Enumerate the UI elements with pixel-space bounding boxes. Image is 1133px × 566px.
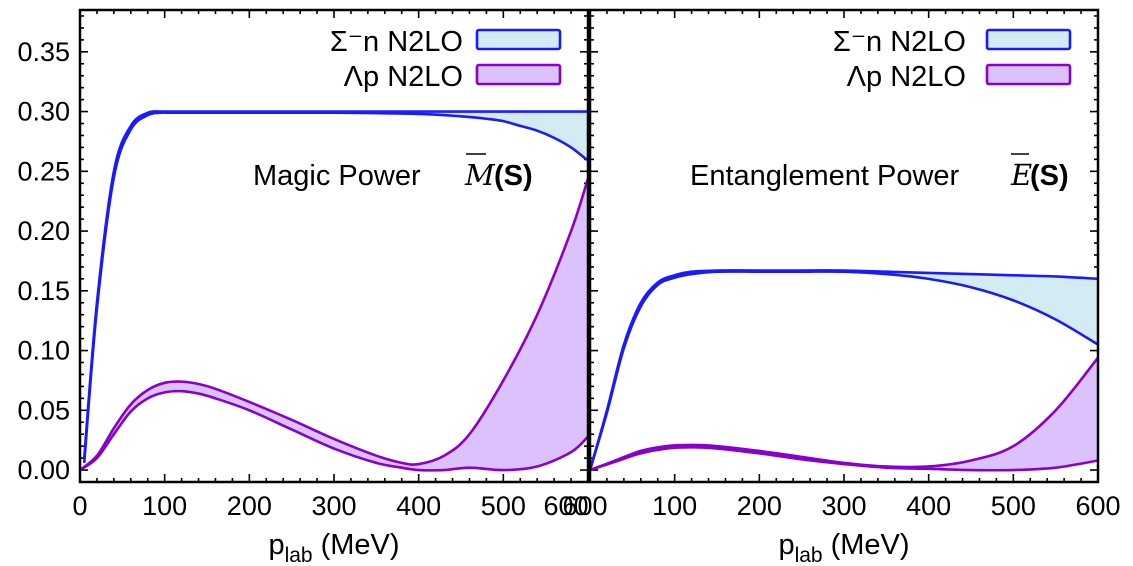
legend-label-sigma: Σ⁻n N2LO bbox=[833, 26, 966, 58]
title-symbol: E bbox=[1010, 158, 1032, 192]
band-lower-line-sigma bbox=[590, 270, 1098, 471]
band-upper-line-lambda bbox=[80, 178, 588, 472]
legend: Σ⁻n N2LO Λp N2LO bbox=[833, 26, 1072, 93]
band-fill-lambda bbox=[590, 357, 1098, 471]
band-lower-line-sigma bbox=[82, 111, 588, 463]
x-tick-label: 500 bbox=[991, 491, 1036, 521]
legend-swatch-sigma bbox=[475, 28, 562, 51]
panel-entanglement-power: 600 100 200 300 400 500 600 Σ⁻n N2LO Λp N2LO E… bbox=[562, 8, 1121, 566]
x-tick-label: 200 bbox=[227, 491, 272, 521]
panel-magic-power: 0.00 0.05 0.10 0.15 0.20 0.25 0.30 0.35 0 100 200… bbox=[17, 8, 590, 566]
title-argument: (S) bbox=[494, 160, 533, 192]
x-tick-label: 100 bbox=[652, 491, 697, 521]
title-argument: (S) bbox=[1030, 160, 1069, 192]
title-prefix: Magic Power bbox=[253, 160, 421, 192]
legend-swatch-lambda bbox=[475, 63, 562, 86]
xlabel-sub: lab bbox=[285, 544, 313, 566]
xlabel-sub: lab bbox=[795, 544, 823, 566]
legend-label-sigma: Σ⁻n N2LO bbox=[330, 26, 463, 58]
x-tick-label: 600 bbox=[543, 491, 588, 521]
panel-title: Entanglement Power E (S) bbox=[690, 153, 1069, 192]
x-axis-label: plab (MeV) bbox=[268, 529, 399, 566]
left-bands bbox=[80, 110, 588, 472]
x-tick-label: 200 bbox=[737, 491, 782, 521]
title-prefix: Entanglement Power bbox=[690, 160, 960, 192]
y-tick-label: 0.30 bbox=[17, 97, 70, 127]
panel-title: Magic Power M (S) bbox=[253, 153, 533, 192]
x-tick-label: 300 bbox=[821, 491, 866, 521]
right-x-tick-labels: 600 100 200 300 400 500 600 bbox=[562, 491, 1120, 521]
y-tick-labels: 0.00 0.05 0.10 0.15 0.20 0.25 0.30 0.35 bbox=[17, 37, 70, 485]
right-plot-frame bbox=[588, 8, 1100, 484]
x-tick-label: 400 bbox=[396, 491, 441, 521]
x-tick-label: 600 bbox=[1075, 491, 1120, 521]
title-symbol: M bbox=[464, 158, 496, 192]
x-tick-label: 0 bbox=[72, 491, 87, 521]
legend-label-lambda: Λp N2LO bbox=[847, 61, 966, 93]
y-tick-label: 0.25 bbox=[17, 156, 70, 186]
xlabel-main: p bbox=[778, 529, 794, 561]
x-tick-label: 500 bbox=[481, 491, 526, 521]
y-tick-label: 0.00 bbox=[17, 455, 70, 485]
legend-swatch-sigma bbox=[985, 28, 1072, 51]
y-tick-label: 0.15 bbox=[17, 276, 70, 306]
y-tick-label: 0.05 bbox=[17, 395, 70, 425]
band-fill-sigma bbox=[590, 270, 1098, 471]
band-upper-line-lambda bbox=[590, 356, 1098, 472]
left-plot-frame bbox=[78, 8, 590, 484]
svg-text:plab(MeV): plab (MeV) bbox=[778, 529, 909, 566]
x-tick-label: 100 bbox=[142, 491, 187, 521]
x-axis-label: plab (MeV) bbox=[778, 529, 909, 566]
x-tick-label: 600 bbox=[562, 491, 607, 521]
svg-text:plab(MeV): plab (MeV) bbox=[268, 529, 399, 566]
band-lower-line-lambda bbox=[590, 446, 1098, 472]
legend-label-lambda: Λp N2LO bbox=[344, 61, 463, 93]
left-x-tick-labels: 0 100 200 300 400 500 600 bbox=[72, 491, 588, 521]
y-tick-label: 0.10 bbox=[17, 336, 70, 366]
x-tick-label: 400 bbox=[906, 491, 951, 521]
band-lower-line-lambda bbox=[80, 389, 588, 472]
xlabel-unit: (MeV) bbox=[831, 529, 910, 561]
band-fill-lambda bbox=[80, 178, 588, 471]
legend-swatch-lambda bbox=[985, 63, 1072, 86]
xlabel-main: p bbox=[268, 529, 284, 561]
legend: Σ⁻n N2LO Λp N2LO bbox=[330, 26, 562, 93]
y-tick-label: 0.20 bbox=[17, 216, 70, 246]
xlabel-unit: (MeV) bbox=[321, 529, 400, 561]
y-tick-label: 0.35 bbox=[17, 37, 70, 67]
right-bands bbox=[590, 269, 1098, 472]
x-tick-label: 300 bbox=[311, 491, 356, 521]
